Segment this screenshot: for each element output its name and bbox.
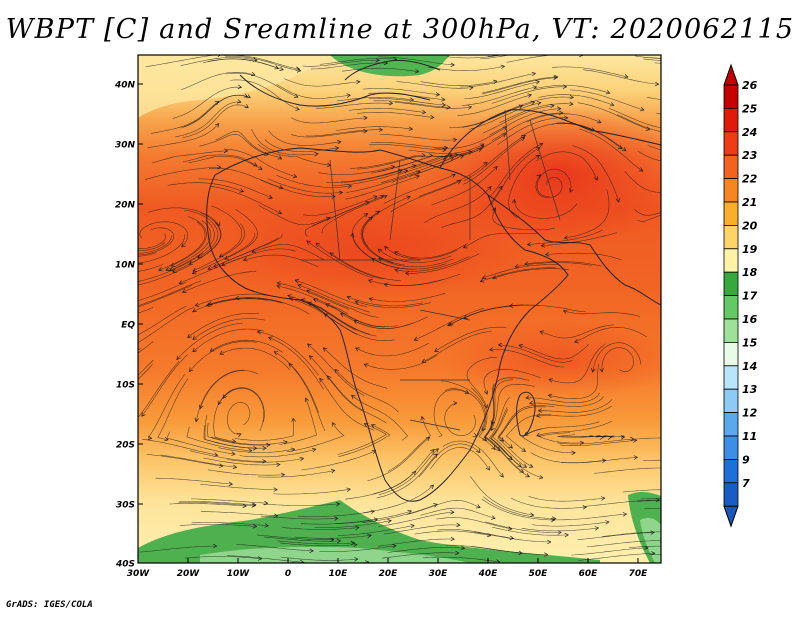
lat-tick-label: 20N [115, 201, 136, 211]
colorbar-label: 13 [742, 383, 758, 396]
colorbar-label: 15 [742, 336, 758, 349]
lat-tick-label: EQ [121, 321, 135, 331]
colorbar-label: 12 [742, 407, 758, 420]
colorbar-swatch [723, 154, 739, 179]
colorbar-bottom-arrow [723, 505, 739, 528]
coastlines [206, 59, 661, 502]
map-title: WBPT [C] and Sreamline at 300hPa, VT: 20… [5, 14, 795, 45]
colorbar-swatch [723, 84, 739, 109]
lat-tick-label: 10N [115, 261, 136, 271]
colorbar-label: 11 [742, 430, 757, 443]
lon-tick-label: 20W [177, 569, 201, 579]
colorbar-swatch [723, 108, 739, 133]
colorbar-swatch [723, 412, 739, 437]
grads-credit: GrADS: IGES/COLA [6, 600, 93, 610]
streamlines [138, 55, 661, 563]
lon-axis: 30W 20W 10W 0 10E 20E 30E 40E 50E 60E 70E [127, 558, 648, 579]
colorbar-label: 21 [742, 196, 757, 209]
colorbar-label: 25 [742, 102, 758, 115]
colorbar-swatch [723, 248, 739, 273]
map-frame [137, 54, 662, 564]
map-field [138, 55, 661, 563]
colorbar-swatch [723, 435, 739, 460]
colorbar-label: 24 [742, 126, 757, 139]
lat-tick-label: 30N [115, 141, 136, 151]
lon-tick-label: 20E [379, 569, 399, 579]
colorbar-swatch [723, 295, 739, 320]
lon-tick-label: 30E [429, 569, 449, 579]
colorbar-swatch [723, 388, 739, 414]
lat-tick-label: 10S [116, 381, 135, 391]
colorbar-swatch [723, 365, 739, 390]
colorbar-label: 23 [742, 149, 758, 162]
lat-axis: 40N 30N 20N 10N EQ 10S 20S 30S 40S [114, 81, 143, 570]
colorbar: 26 25 24 23 22 21 20 19 18 17 16 15 14 13 12 11 9 7 [723, 63, 758, 528]
colorbar-label: 20 [742, 219, 758, 232]
lon-tick-label: 40E [478, 569, 499, 579]
lon-tick-label: 60E [579, 569, 599, 579]
colorbar-swatch [723, 271, 739, 297]
colorbar-label: 14 [742, 360, 757, 373]
colorbar-swatch [723, 178, 739, 203]
colorbar-swatch [723, 482, 739, 507]
colorbar-swatch [723, 458, 739, 484]
lat-tick-label: 30S [116, 501, 135, 511]
colorbar-label: 9 [742, 453, 750, 466]
colorbar-label: 17 [742, 290, 758, 303]
lat-tick-label: 20S [116, 441, 135, 451]
lon-tick-label: 0 [285, 569, 291, 579]
colorbar-swatch [723, 224, 739, 250]
colorbar-label: 16 [742, 313, 758, 326]
colorbar-label: 18 [742, 266, 758, 279]
colorbar-label: 22 [742, 173, 758, 186]
lon-tick-label: 70E [629, 569, 649, 579]
lat-tick-label: 40N [114, 81, 136, 91]
lat-tick-label: 40S [115, 560, 135, 570]
colorbar-swatch [723, 341, 739, 367]
colorbar-top-arrow [723, 63, 739, 86]
lon-tick-label: 10W [227, 569, 251, 579]
colorbar-swatch [723, 318, 739, 343]
lon-tick-label: 50E [529, 569, 549, 579]
colorbar-swatch [723, 131, 739, 156]
colorbar-label: 26 [742, 79, 758, 92]
lon-tick-label: 30W [127, 569, 151, 579]
colorbar-label: 7 [742, 477, 750, 490]
colorbar-label: 19 [742, 243, 758, 256]
lon-tick-label: 10E [329, 569, 349, 579]
colorbar-swatch [723, 201, 739, 226]
